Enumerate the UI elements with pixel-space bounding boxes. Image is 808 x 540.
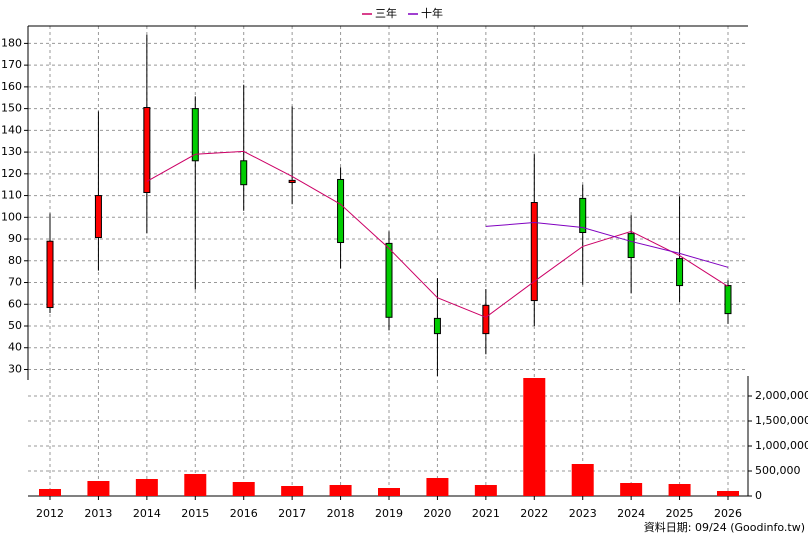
volume-bar <box>329 485 352 496</box>
candle-body <box>46 240 54 309</box>
volume-bar <box>184 474 207 496</box>
y-tick-label: 100 <box>1 210 22 223</box>
volume-bar <box>426 478 449 496</box>
volume-bar <box>281 486 304 496</box>
y-tick-label: 70 <box>8 276 22 289</box>
footer: 資料日期: 09/24 (Goodinfo.tw) <box>644 520 805 534</box>
y-tick-label: 50 <box>8 319 22 332</box>
candle-body <box>482 304 490 335</box>
x-tick-label: 2014 <box>133 507 161 520</box>
y-tick-label: 180 <box>1 36 22 49</box>
candle-body <box>94 195 102 239</box>
y-tick-label: 170 <box>1 58 22 71</box>
y-tick-label: 110 <box>1 189 22 202</box>
y2-tick-label: 1,500,000 <box>755 414 808 427</box>
volume-bar <box>87 481 110 496</box>
x-tick-label: 2024 <box>617 507 645 520</box>
volume-bar <box>668 484 691 496</box>
volume-bar <box>717 491 739 496</box>
y-tick-label: 60 <box>8 297 22 310</box>
candle-body <box>676 258 684 287</box>
y-tick-label: 40 <box>8 341 22 354</box>
x-tick-label: 2012 <box>36 507 64 520</box>
x-tick-label: 2020 <box>423 507 451 520</box>
x-tick-label: 2017 <box>278 507 306 520</box>
ma-line <box>485 222 729 268</box>
x-tick-label: 2013 <box>84 507 112 520</box>
volume-bar <box>620 483 643 496</box>
candle-body <box>433 317 441 335</box>
candle-body <box>191 108 199 162</box>
volume-bar <box>135 479 158 496</box>
x-tick-label: 2021 <box>472 507 500 520</box>
candle-body <box>143 107 151 194</box>
candle-body <box>530 202 538 302</box>
legend-label: 十年 <box>421 6 443 20</box>
candle-body <box>724 285 732 315</box>
y-tick-label: 120 <box>1 167 22 180</box>
candle-body <box>627 233 635 259</box>
y-tick-label: 90 <box>8 232 22 245</box>
x-tick-label: 2015 <box>181 507 209 520</box>
x-tick-label: 2025 <box>666 507 694 520</box>
y2-tick-label: 500,000 <box>755 464 801 477</box>
y2-tick-label: 1,000,000 <box>755 439 808 452</box>
candle-body <box>288 179 296 184</box>
volume-bar <box>523 378 546 496</box>
x-tick-label: 2026 <box>714 507 742 520</box>
y2-tick-label: 2,000,000 <box>755 389 808 402</box>
y-tick-label: 80 <box>8 254 22 267</box>
y-tick-label: 140 <box>1 123 22 136</box>
volume-bar <box>378 488 400 496</box>
y-tick-label: 160 <box>1 80 22 93</box>
x-tick-label: 2018 <box>327 507 355 520</box>
candle-body <box>337 178 345 244</box>
x-tick-label: 2023 <box>569 507 597 520</box>
y-tick-label: 30 <box>8 362 22 375</box>
volume-bar <box>474 485 497 496</box>
x-tick-label: 2016 <box>230 507 258 520</box>
y2-tick-label: 0 <box>755 489 762 502</box>
x-tick-label: 2019 <box>375 507 403 520</box>
legend-label: 三年 <box>375 6 397 20</box>
volume-bar <box>571 464 594 496</box>
ma-line <box>146 150 729 318</box>
x-tick-label: 2022 <box>520 507 548 520</box>
candle-body <box>385 242 393 318</box>
y-tick-label: 130 <box>1 145 22 158</box>
volume-bar <box>39 489 61 496</box>
y-tick-label: 150 <box>1 102 22 115</box>
candle-body <box>579 197 587 234</box>
candle-body <box>240 160 248 186</box>
volume-bar <box>232 482 255 496</box>
